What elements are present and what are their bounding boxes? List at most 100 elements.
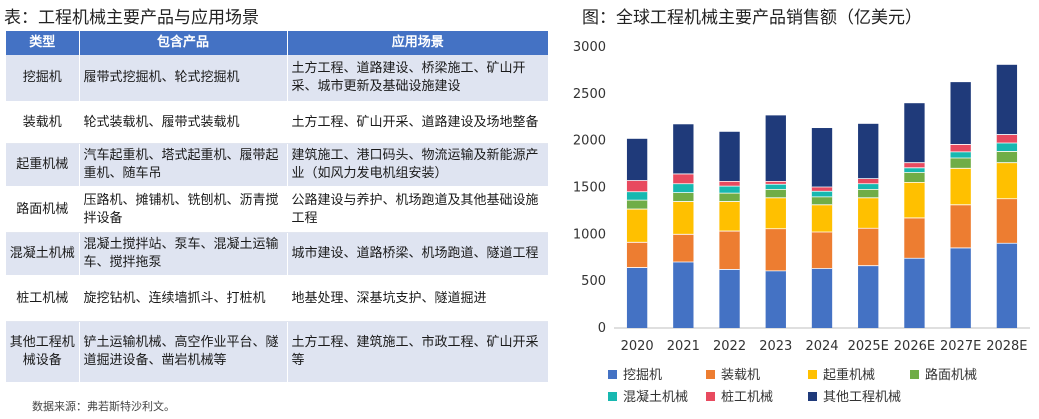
x-tick-label: 2021	[667, 339, 700, 354]
bar-segment	[996, 198, 1018, 244]
bar-segment	[858, 123, 879, 179]
cell-products: 混凝土搅拌站、泵车、混凝土运输车、搅拌拖泵	[79, 232, 288, 277]
bar-segment	[673, 173, 694, 184]
bar-segment	[765, 115, 786, 182]
cell-products: 汽车起重机、塔式起重机、履带起重机、随车吊	[79, 143, 288, 188]
table-row: 挖掘机 履带式挖掘机、轮式挖掘机 土方工程、道路建设、桥梁施工、矿山开采、城市更…	[6, 55, 548, 103]
bar-segment	[904, 182, 925, 218]
x-tick-label: 2028E	[986, 339, 1027, 354]
table-row: 其他工程机械设备 铲土运输机械、高空作业平台、隧道掘进设备、凿岩机械等 土方工程…	[6, 321, 548, 384]
legend-swatch	[608, 370, 617, 379]
x-tick-label: 2025E	[848, 339, 889, 354]
cell-type: 装载机	[6, 102, 80, 144]
y-tick-label: 1000	[573, 227, 606, 242]
legend-label: 混凝土机械	[623, 389, 688, 405]
legend-label: 其他工程机械	[823, 390, 901, 405]
bar-segment	[626, 209, 648, 243]
bar-segment	[950, 82, 971, 145]
bar-segment	[673, 261, 694, 328]
stacked-bar-chart: 0 500 1000 1500 2000 2500 3000 2020 2021 2022 2023…	[573, 40, 1030, 405]
bar-segment	[673, 201, 694, 235]
cell-type: 混凝土机械	[6, 232, 80, 277]
bar-segment	[811, 187, 833, 192]
bar-segment	[950, 151, 971, 158]
table-row: 起重机械 汽车起重机、塔式起重机、履带起重机、随车吊 建筑施工、港口码头、物流运…	[6, 143, 548, 188]
bar-segment	[996, 243, 1018, 328]
bar-segment	[673, 192, 694, 202]
bar-segment	[858, 183, 879, 190]
bar-segment	[858, 197, 879, 229]
bar-segment	[719, 201, 740, 232]
cell-scenarios: 地基处理、深基坑支护、隧道掘进	[287, 276, 548, 322]
cell-type: 路面机械	[6, 187, 80, 233]
bar-segment	[765, 189, 786, 198]
header-products: 包含产品	[79, 31, 288, 55]
cell-scenarios: 建筑施工、港口码头、物流运输及新能源产业（如风力发电机组安装）	[287, 143, 548, 188]
y-tick-label: 0	[598, 321, 606, 336]
bar-segment	[858, 228, 879, 266]
bar-segment	[673, 124, 694, 174]
cell-type: 挖掘机	[6, 55, 80, 103]
x-tick-label: 2022	[713, 339, 746, 354]
x-tick-label: 2023	[759, 339, 792, 354]
bar-segment	[765, 270, 786, 328]
bar-segment	[811, 191, 833, 197]
bar-segment	[626, 138, 648, 181]
bar-segment	[950, 168, 971, 205]
bar-segment	[904, 217, 925, 259]
bar-segment	[626, 200, 648, 210]
header-scenarios: 应用场景	[287, 31, 548, 55]
bar-segment	[719, 193, 740, 202]
bar-segment	[950, 144, 971, 152]
table-title: 表：工程机械主要产品与应用场景	[4, 8, 259, 28]
legend-label: 桩工机械	[721, 390, 773, 405]
bar-segment	[904, 103, 925, 163]
product-table: 类型 包含产品 应用场景 挖掘机 履带式挖掘机、轮式挖掘机 土方工程、道路建设、…	[6, 31, 548, 384]
bar-segment	[719, 269, 740, 328]
bar-segment	[904, 258, 925, 328]
table-row: 路面机械 压路机、摊铺机、铣刨机、沥青搅拌设备 公路建设与养护、机场跑道及其他基…	[6, 187, 548, 233]
source-note: 数据来源：弗若斯特沙利文。	[32, 400, 175, 413]
legend-swatch	[706, 392, 715, 401]
cell-scenarios: 城市建设、道路桥梁、机场跑道、隧道工程	[287, 232, 548, 277]
bar-segment	[673, 234, 694, 262]
x-tick-label: 2026E	[894, 339, 935, 354]
legend-swatch	[706, 370, 715, 379]
bar-segment	[626, 191, 648, 201]
table-row: 混凝土机械 混凝土搅拌站、泵车、混凝土运输车、搅拌拖泵 城市建设、道路桥梁、机场…	[6, 232, 548, 277]
bar-segment	[996, 143, 1018, 152]
legend-label: 路面机械	[925, 367, 977, 383]
cell-scenarios: 公路建设与养护、机场跑道及其他基础设施工程	[287, 187, 548, 233]
bar-segment	[950, 157, 971, 169]
legend-label: 装载机	[721, 368, 760, 383]
bar-segment	[765, 181, 786, 185]
y-tick-label: 500	[581, 274, 606, 289]
y-tick-label: 2000	[573, 134, 606, 149]
bar-segment	[996, 162, 1018, 199]
bar-segment	[765, 197, 786, 229]
table-panel: 表：工程机械主要产品与应用场景 类型 包含产品 应用场景 挖掘机 履带式挖掘机、…	[4, 8, 548, 413]
chart-panel: 图：全球工程机械主要产品销售额（亿美元） 0 500 1000 1500 2000 250…	[556, 0, 1039, 419]
bar-segment	[996, 134, 1018, 144]
bar-segment	[858, 189, 879, 198]
bar-segment	[811, 231, 833, 269]
legend-swatch	[608, 392, 617, 401]
legend-label: 挖掘机	[623, 368, 662, 383]
legend-swatch	[808, 370, 817, 379]
legend-swatch	[910, 370, 919, 379]
bar-segment	[719, 181, 740, 187]
bar-segment	[626, 242, 648, 268]
chart-title: 图：全球工程机械主要产品销售额（亿美元）	[582, 8, 922, 28]
cell-products: 旋挖钻机、连续墙抓斗、打桩机	[79, 276, 288, 322]
legend-label: 起重机械	[823, 367, 875, 383]
bar-segment	[904, 162, 925, 168]
bar-segment	[858, 265, 879, 328]
bar-segment	[904, 167, 925, 173]
bar-segment	[673, 183, 694, 193]
cell-type: 起重机械	[6, 143, 80, 188]
bar-segment	[765, 228, 786, 271]
cell-products: 铲土运输机械、高空作业平台、隧道掘进设备、凿岩机械等	[79, 321, 288, 384]
table-row: 桩工机械 旋挖钻机、连续墙抓斗、打桩机 地基处理、深基坑支护、隧道掘进	[6, 276, 548, 322]
cell-type: 桩工机械	[6, 276, 80, 322]
table-row: 装载机 轮式装载机、履带式装载机 土方工程、矿山开采、道路建设及场地整备	[6, 102, 548, 144]
